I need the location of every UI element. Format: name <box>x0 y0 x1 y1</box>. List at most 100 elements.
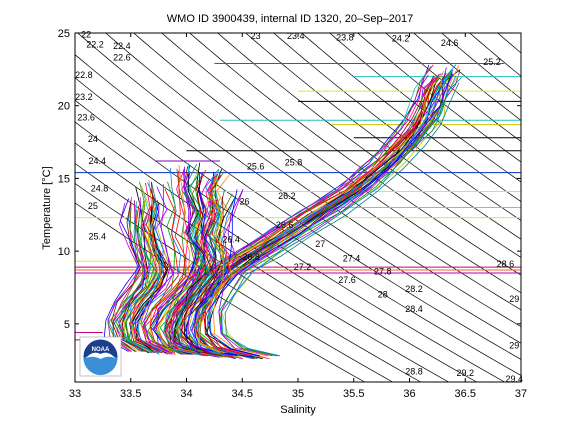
profile-line <box>134 206 164 352</box>
profile-line <box>198 176 233 354</box>
contour-label: 27.2 <box>294 262 312 272</box>
contour-label: 26.4 <box>222 234 240 244</box>
profile-line <box>194 180 224 354</box>
profile-line <box>194 174 231 354</box>
profile-line <box>171 74 429 358</box>
profile-line <box>112 204 145 352</box>
contour-label: 24.8 <box>91 184 109 194</box>
x-tick-label: 34.5 <box>232 388 253 400</box>
x-tick-label: 36.5 <box>455 388 476 400</box>
x-axis: 33 33.5 34 34.5 35 35.5 36 36.5 37 <box>69 33 527 400</box>
contour-label: 27.8 <box>374 266 392 276</box>
profile-line <box>130 202 166 352</box>
profile-line <box>139 204 172 352</box>
profile-line <box>193 189 238 357</box>
profile-line <box>189 178 229 354</box>
contour-label: 25.6 <box>247 162 265 172</box>
profile-line <box>174 193 233 357</box>
profile-line <box>173 171 225 355</box>
profile-line <box>199 73 453 358</box>
contour-label: 26.8 <box>242 252 260 262</box>
contour-label: 22.4 <box>113 41 131 51</box>
y-tick-label: 25 <box>58 28 70 40</box>
profile-line <box>172 170 206 354</box>
density-contour <box>75 163 421 382</box>
contour-label: 23.6 <box>77 112 95 122</box>
contour-label: 29 <box>509 341 519 351</box>
profile-line <box>103 198 140 352</box>
profile-line <box>224 82 460 357</box>
profile-line <box>187 178 219 354</box>
profile-line <box>115 201 155 352</box>
x-tick-label: 33.5 <box>120 388 141 400</box>
profile-line <box>125 185 159 354</box>
contour-label: 27.4 <box>343 253 361 263</box>
y-tick-label: 5 <box>64 319 70 331</box>
chart-title: WMO ID 3900439, internal ID 1320, 20–Sep… <box>167 13 413 25</box>
x-tick-label: 34 <box>180 388 192 400</box>
profile-line <box>118 200 152 352</box>
y-tick-label: 15 <box>58 173 70 185</box>
density-contour <box>75 99 505 382</box>
contour-label: 28 <box>378 290 388 300</box>
contour-label: 28.6 <box>497 259 515 269</box>
profile-line <box>181 74 440 358</box>
x-tick-label: 35 <box>292 388 304 400</box>
profile-line <box>163 198 217 357</box>
contour-label: 24 <box>88 134 98 144</box>
profile-line <box>174 173 207 354</box>
contour-label: 24.2 <box>392 34 410 44</box>
profile-line <box>113 200 146 352</box>
profile-line <box>125 209 158 352</box>
x-tick-label: 37 <box>515 388 527 400</box>
noaa-logo-text: NOAA <box>92 347 110 353</box>
contour-label: 29.4 <box>506 374 524 384</box>
y-tick-label: 20 <box>58 101 70 113</box>
contour-label: 29 <box>509 294 519 304</box>
profile-line <box>130 203 167 352</box>
contour-label: 25.2 <box>483 57 501 67</box>
profile-line <box>197 77 462 358</box>
y-axis: 5 10 15 20 25 <box>58 28 521 331</box>
density-contour <box>75 182 393 382</box>
density-contour <box>75 54 521 360</box>
contour-label: 27 <box>315 239 325 249</box>
x-tick-label: 35.5 <box>343 388 364 400</box>
profile-line <box>107 202 140 352</box>
y-tick-label: 10 <box>58 246 70 258</box>
profile-line <box>149 188 179 354</box>
profile-line <box>185 172 217 354</box>
contour-label: 26.2 <box>278 191 296 201</box>
profile-lines <box>103 64 462 360</box>
contour-label: 26.6 <box>276 220 294 230</box>
contour-label: 24.4 <box>89 156 107 166</box>
profile-line <box>124 200 159 352</box>
profile-line <box>179 178 215 354</box>
profile-line <box>142 170 186 355</box>
profile-line <box>212 77 443 357</box>
x-tick-label: 33 <box>69 388 81 400</box>
contour-label: 22.6 <box>113 53 131 63</box>
contour-label: 26 <box>239 197 249 207</box>
x-tick-label: 36 <box>403 388 415 400</box>
profile-line <box>111 200 141 352</box>
profile-line <box>155 190 212 357</box>
contour-label: 28.8 <box>405 367 423 377</box>
y-axis-label: Temperature [°C] <box>41 166 53 249</box>
contour-label: 28.4 <box>405 304 423 314</box>
profile-line <box>149 164 191 355</box>
profile-line <box>186 70 445 358</box>
density-contour <box>75 202 365 382</box>
density-contour <box>75 77 521 376</box>
contour-label: 25.4 <box>89 231 107 241</box>
profile-line <box>206 79 437 357</box>
x-axis-label: Salinity <box>280 404 316 416</box>
contour-label: 23.4 <box>287 31 305 41</box>
profile-line <box>143 200 171 352</box>
profile-line <box>218 74 450 357</box>
profile-line <box>176 175 210 354</box>
contour-label: 25 <box>88 201 98 211</box>
noaa-logo: NOAA <box>79 336 122 377</box>
